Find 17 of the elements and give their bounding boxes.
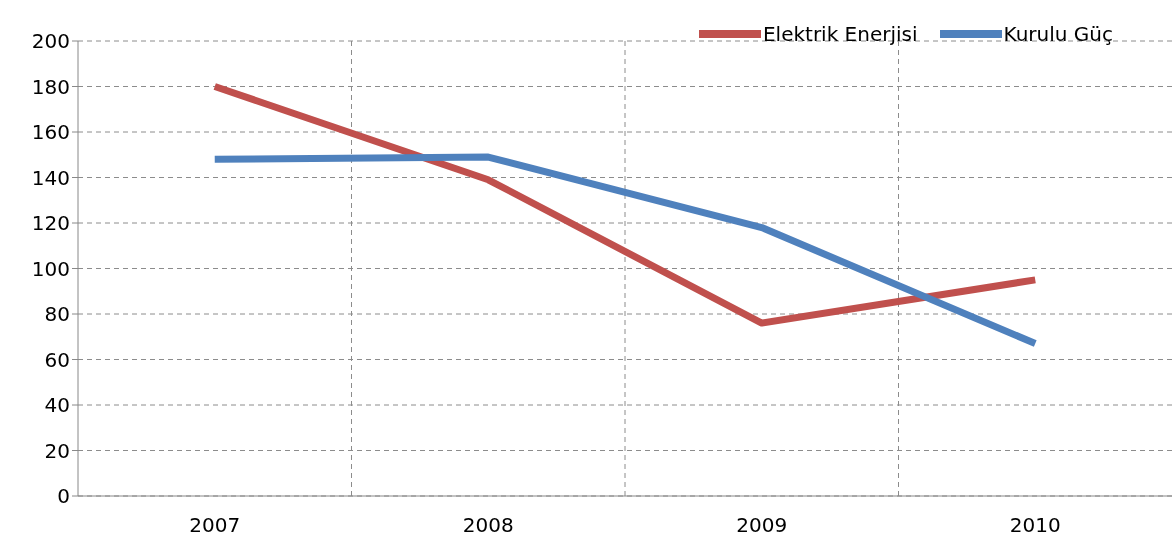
y-tick-label: 20 bbox=[44, 438, 70, 463]
y-tick-label: 120 bbox=[31, 211, 70, 236]
y-tick-label: 40 bbox=[44, 393, 70, 418]
y-tick-label: 160 bbox=[31, 120, 70, 145]
x-tick-label: 2007 bbox=[189, 513, 241, 538]
legend-label: Kurulu Güç bbox=[1003, 22, 1113, 46]
y-tick-label: 200 bbox=[31, 29, 70, 54]
y-tick-label: 80 bbox=[44, 302, 70, 327]
x-tick-label: 2010 bbox=[1009, 513, 1061, 538]
y-tick-label: 180 bbox=[31, 74, 70, 99]
x-tick-label: 2008 bbox=[462, 513, 514, 538]
legend-label: Elektrik Enerjisi bbox=[762, 22, 918, 46]
x-tick-label: 2009 bbox=[736, 513, 788, 538]
y-tick-label: 60 bbox=[44, 347, 70, 372]
y-tick-label: 0 bbox=[57, 484, 70, 509]
y-tick-label: 100 bbox=[31, 256, 70, 281]
y-tick-label: 140 bbox=[31, 165, 70, 190]
